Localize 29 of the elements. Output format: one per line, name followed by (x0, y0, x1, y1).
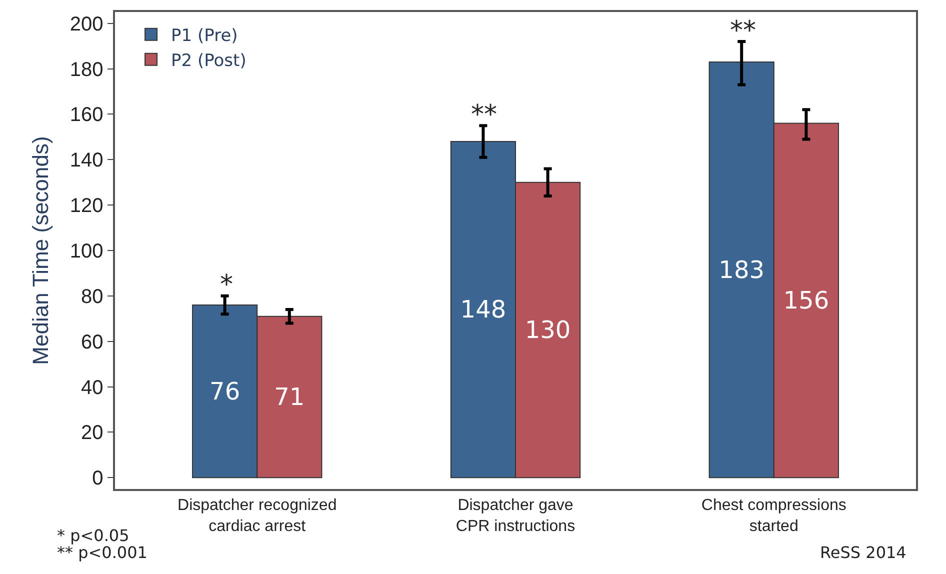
data-label: 148 (460, 296, 506, 324)
data-label: 156 (783, 286, 830, 314)
legend-label: P2 (Post) (171, 51, 246, 72)
annotation: ** (730, 16, 756, 46)
legend-label: P1 (Pre) (171, 26, 238, 46)
text: * p<0.05 (57, 526, 130, 545)
data-label: 76 (210, 377, 240, 406)
y-tick-label: 20 (81, 422, 104, 444)
data-label: 130 (524, 316, 571, 344)
y-tick-label: 40 (81, 376, 104, 399)
x-tick-label: Chest compressions started (701, 496, 846, 535)
data-label: 71 (274, 383, 305, 412)
y-tick-label: 100 (70, 240, 104, 262)
y-axis-title: Median Time (seconds) (28, 136, 54, 365)
y-tick-label: 0 (92, 468, 104, 490)
y-tick-label: 180 (70, 58, 104, 81)
y-tick-label: 200 (70, 13, 104, 36)
x-tick-label: Dispatcher recognized cardiac arrest (178, 496, 337, 535)
y-tick-label: 160 (70, 104, 104, 126)
text: ** p<0.001 (57, 543, 148, 562)
y-tick-label: 120 (70, 195, 104, 218)
x-tick-label: Dispatcher gave CPR instructions (456, 496, 576, 535)
y-tick-label: 60 (81, 331, 104, 354)
text: ReSS 2014 (820, 543, 906, 562)
annotation: * (220, 270, 233, 300)
y-tick-label: 140 (70, 150, 104, 172)
annotation: ** (471, 100, 497, 130)
y-tick-label: 80 (81, 286, 104, 308)
data-label: 183 (718, 256, 764, 284)
